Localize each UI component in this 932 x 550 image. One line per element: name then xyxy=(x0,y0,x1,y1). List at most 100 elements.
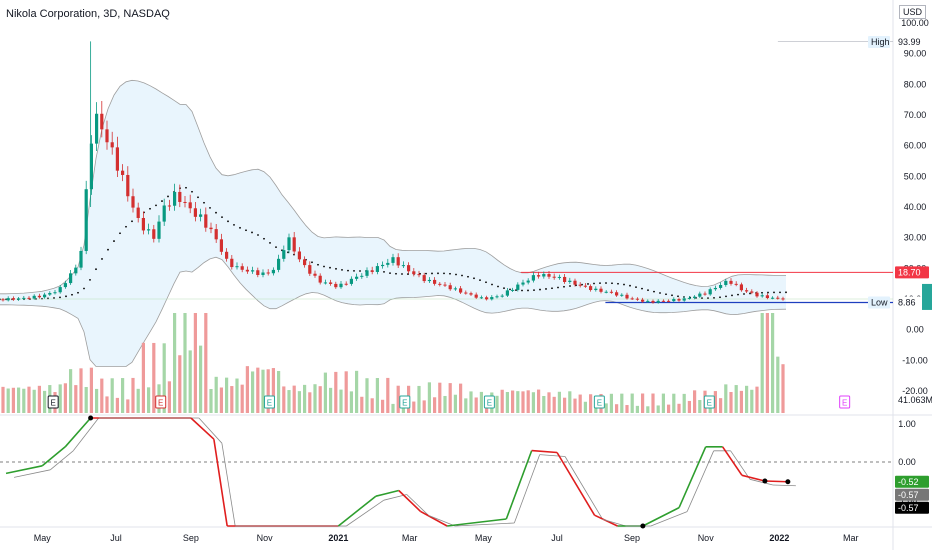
volume-bar xyxy=(136,388,140,413)
currency-unit[interactable]: USD xyxy=(898,5,926,19)
ma-dot xyxy=(275,246,277,249)
candle-body xyxy=(27,297,31,299)
volume-bar xyxy=(27,386,31,413)
earnings-marker-label: E xyxy=(402,399,407,408)
volume-bar xyxy=(661,393,665,413)
osc-signal-segment xyxy=(602,518,626,527)
earnings-marker xyxy=(593,395,605,409)
candle-body xyxy=(251,270,255,272)
candle-body xyxy=(526,280,530,283)
ma-dot xyxy=(725,295,727,298)
ma-dot xyxy=(677,295,679,298)
price-axis[interactable]: 100.00 90.00 80.00 70.00 60.00 50.00 40.00 30.0… xyxy=(901,18,929,396)
candle-body xyxy=(240,266,244,270)
volume-bar xyxy=(448,383,452,413)
candle-body xyxy=(136,207,140,218)
volume-value-badge-bg xyxy=(895,394,932,406)
ma-dot xyxy=(203,201,205,204)
volume-bar xyxy=(339,389,343,413)
price-tick-label: -10.00 xyxy=(902,355,928,365)
candle-body xyxy=(542,274,546,277)
candle-body xyxy=(552,276,556,278)
ma-dot xyxy=(83,287,85,290)
chart-title: Nikola Corporation, 3D, NASDAQ xyxy=(6,8,170,20)
candle-body xyxy=(261,272,265,276)
candle-body xyxy=(505,290,509,296)
candle-body xyxy=(781,298,785,300)
candle-body xyxy=(183,201,187,203)
candle-body xyxy=(178,191,182,202)
osc-signal-segment xyxy=(13,469,51,478)
volume-bar xyxy=(219,387,223,413)
candle-body xyxy=(6,298,10,301)
candle-body xyxy=(667,300,671,302)
ma-dot xyxy=(341,269,343,271)
ma-dot xyxy=(497,285,499,288)
ma-dot xyxy=(191,190,193,193)
volume-bar xyxy=(563,397,567,413)
candle-body xyxy=(370,270,374,272)
volume-bar xyxy=(427,382,431,413)
candle-body xyxy=(771,297,775,299)
volume-bar xyxy=(776,356,780,413)
candle-body xyxy=(256,270,260,276)
volume-bar xyxy=(271,368,275,413)
volume-bar xyxy=(318,386,322,413)
ma-dot xyxy=(113,240,115,242)
candle-body xyxy=(760,295,764,297)
candle-body xyxy=(167,205,171,207)
candle-body xyxy=(698,293,702,297)
ma-dot xyxy=(227,220,229,223)
candle-body xyxy=(672,299,676,302)
volume-bar xyxy=(344,371,348,413)
volume-bar xyxy=(568,391,572,413)
osc-signal-segment xyxy=(50,450,74,471)
candle-body xyxy=(162,205,166,222)
candle-body xyxy=(100,113,104,130)
candle-body xyxy=(43,294,47,298)
candle-body xyxy=(297,251,301,260)
candle-body xyxy=(147,229,151,231)
ma-dot xyxy=(263,237,265,240)
ma-dot xyxy=(461,274,463,277)
volume-bar xyxy=(256,367,260,413)
red-level-badge-bg xyxy=(895,266,929,279)
high-value-badge: 93.99 xyxy=(898,37,921,47)
ma-dot xyxy=(779,291,781,294)
volume-bar xyxy=(381,399,385,413)
candle-body xyxy=(209,227,213,230)
volume-bar xyxy=(147,387,151,413)
volume-bar xyxy=(583,401,587,413)
price-tick-label: 70.00 xyxy=(904,110,927,120)
osc-signal-segment xyxy=(749,478,774,486)
candle-body xyxy=(625,294,629,299)
candle-body xyxy=(277,258,281,270)
volume-bar xyxy=(193,313,197,413)
volume-bar xyxy=(443,395,447,413)
volume-bar xyxy=(115,397,119,413)
osc-signal-segment xyxy=(428,515,456,527)
time-axis[interactable]: May Jul Sep Nov 2021 Mar May Jul Sep Nov 2022 Mar xyxy=(34,533,859,543)
ma-dot xyxy=(701,297,703,300)
ma-dot xyxy=(401,273,403,275)
earnings-marker-label: E xyxy=(50,399,55,408)
volume-bar xyxy=(453,394,457,413)
candle-body xyxy=(443,284,447,286)
candle-body xyxy=(48,293,52,295)
volume-bar xyxy=(391,403,395,413)
time-tick-label: May xyxy=(34,533,52,543)
volume-bar xyxy=(245,366,249,413)
volume-bar xyxy=(308,392,312,413)
candle-body xyxy=(105,129,109,143)
candle-body xyxy=(89,143,93,190)
volume-bar xyxy=(375,378,379,413)
ma-dot xyxy=(527,289,529,292)
ma-dot xyxy=(509,288,511,291)
candle-body xyxy=(599,288,603,292)
candle-body xyxy=(448,285,452,290)
candle-body xyxy=(266,272,270,274)
osc-line-segment xyxy=(531,449,558,454)
candle-body xyxy=(401,265,405,267)
